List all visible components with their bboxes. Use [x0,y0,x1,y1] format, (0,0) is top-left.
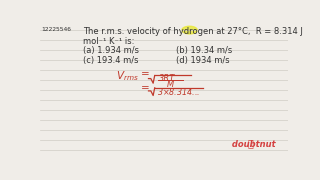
Text: ⓓ: ⓓ [248,139,253,149]
Text: (a) 1.934 m/s: (a) 1.934 m/s [83,46,139,55]
Text: =: = [141,83,149,93]
Text: 3$\times$8.314...: 3$\times$8.314... [157,86,200,97]
Text: The r.m.s. velocity of hydrogen at 27°C,  R = 8.314 J: The r.m.s. velocity of hydrogen at 27°C,… [83,27,302,36]
Text: (b) 19.34 m/s: (b) 19.34 m/s [176,46,232,55]
Text: doubtnut: doubtnut [229,140,276,149]
Text: M: M [166,80,173,89]
Text: (d) 1934 m/s: (d) 1934 m/s [176,56,229,65]
Text: 12225546: 12225546 [42,27,72,32]
Text: =: = [141,69,149,79]
Text: 3RT: 3RT [159,74,175,83]
Text: mol⁻¹ K⁻¹ is:: mol⁻¹ K⁻¹ is: [83,37,134,46]
Text: $V_{rms}$: $V_{rms}$ [116,69,139,83]
Text: (c) 193.4 m/s: (c) 193.4 m/s [83,56,138,65]
Ellipse shape [182,26,197,34]
